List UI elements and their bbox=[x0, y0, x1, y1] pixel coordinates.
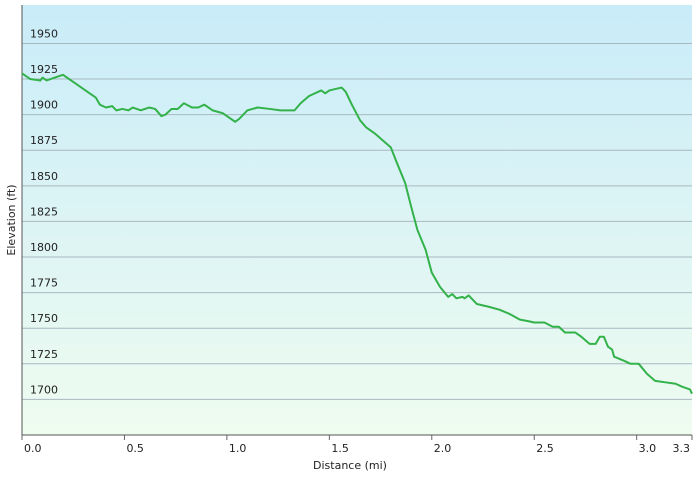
x-tick-label: 0.5 bbox=[126, 442, 143, 455]
y-tick-label: 1925 bbox=[30, 63, 58, 76]
y-tick-label: 1700 bbox=[30, 383, 58, 396]
x-axis-label: Distance (mi) bbox=[313, 459, 387, 472]
y-tick-label: 1750 bbox=[30, 312, 58, 325]
y-tick-label: 1725 bbox=[30, 348, 58, 361]
y-tick-label: 1900 bbox=[30, 99, 58, 112]
x-tick-label: 3.3 bbox=[673, 442, 691, 455]
x-tick-label: 1.5 bbox=[331, 442, 349, 455]
y-axis-label: Elevation (ft) bbox=[5, 184, 18, 255]
y-tick-label: 1875 bbox=[30, 134, 58, 147]
x-tick-label: 2.5 bbox=[536, 442, 554, 455]
y-tick-label: 1950 bbox=[30, 27, 58, 40]
x-tick-label: 1.0 bbox=[229, 442, 247, 455]
y-tick-label: 1775 bbox=[30, 277, 58, 290]
x-tick-label: 3.0 bbox=[639, 442, 657, 455]
x-tick-label: 2.0 bbox=[434, 442, 452, 455]
elevation-line bbox=[21, 72, 693, 395]
plot-area bbox=[22, 5, 692, 435]
y-tick-label: 1800 bbox=[30, 241, 58, 254]
x-tick-label: 0.0 bbox=[24, 442, 42, 455]
y-tick-label: 1850 bbox=[30, 170, 58, 183]
y-tick-label: 1825 bbox=[30, 205, 58, 218]
